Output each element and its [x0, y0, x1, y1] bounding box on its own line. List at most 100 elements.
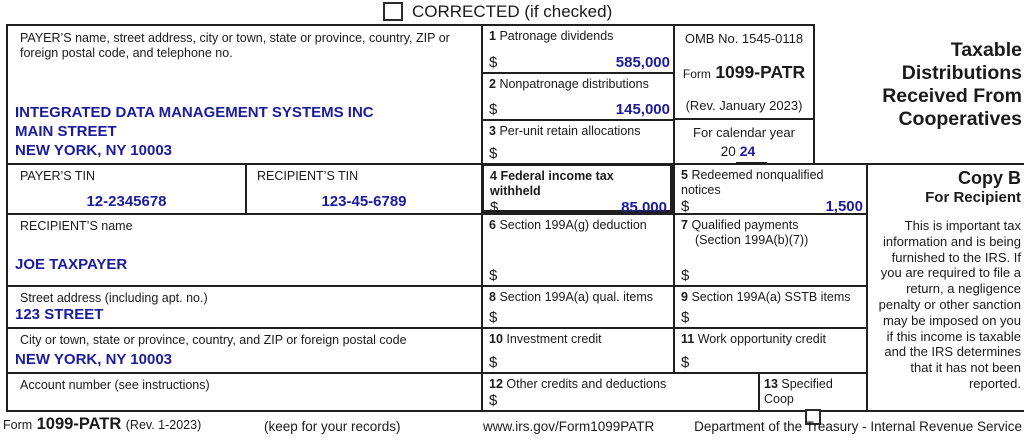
omb-number: OMB No. 1545-0118	[684, 31, 804, 46]
box-8-number: 8	[489, 290, 496, 304]
box-2-nonpatronage-distributions: 2 Nonpatronage distributions $ 145,000	[481, 72, 673, 119]
dollar-sign: $	[489, 392, 498, 409]
box-6-number: 6	[489, 218, 496, 232]
specified-coop-checkbox[interactable]	[805, 409, 821, 425]
box-9-section-199aa-sstb-items: 9 Section 199A(a) SSTB items $	[673, 285, 868, 327]
form-title: Taxable Distributions Received From Coop…	[815, 24, 1022, 163]
recipient-name-cell: RECIPIENT’S name JOE TAXPAYER	[6, 213, 481, 285]
omb-cell: OMB No. 1545-0118 Form 1099-PATR (Rev. J…	[673, 24, 815, 118]
account-number-cell: Account number (see instructions)	[6, 372, 481, 412]
dollar-sign: $	[681, 198, 690, 215]
corrected-label: CORRECTED (if checked)	[412, 2, 613, 21]
copy-b-panel: Copy B For Recipient This is important t…	[868, 163, 1024, 412]
box-4-federal-income-tax-withheld: 4 Federal income tax withheld $ 85,000	[481, 163, 673, 216]
box-12-other-credits-and-deductions: 12 Other credits and deductions $	[481, 372, 758, 412]
payer-tin-value[interactable]: 12-2345678	[86, 193, 167, 210]
box-11-work-opportunity-credit: 11 Work opportunity credit $	[673, 327, 868, 372]
box-12-label: Other credits and deductions	[506, 377, 667, 391]
year-prefix: 20	[720, 144, 736, 159]
box-3-label: Per-unit retain allocations	[499, 124, 641, 138]
dollar-sign: $	[490, 199, 499, 216]
payer-tin-cell: PAYER’S TIN 12-2345678	[6, 163, 245, 213]
footer-revision: (Rev. 1-2023)	[125, 418, 202, 432]
year-value[interactable]: 24	[739, 143, 756, 159]
box-5-value[interactable]: 1,500	[825, 198, 863, 215]
dollar-sign: $	[681, 267, 690, 284]
box-8-label: Section 199A(a) qual. items	[499, 290, 653, 304]
form-title-line: Cooperatives	[898, 108, 1022, 130]
calendar-year-label: For calendar year	[693, 125, 795, 140]
footer-keep-note: (keep for your records)	[264, 419, 401, 434]
box-1-label: Patronage dividends	[499, 29, 614, 43]
box-6-label: Section 199A(g) deduction	[499, 218, 647, 232]
box-1-patronage-dividends: 1 Patronage dividends $ 585,000	[481, 24, 673, 72]
dollar-sign: $	[489, 309, 498, 326]
box-10-investment-credit: 10 Investment credit $	[481, 327, 673, 372]
form-number: 1099-PATR	[715, 61, 806, 82]
footer-form-number: 1099-PATR	[36, 415, 122, 433]
payer-info-label: PAYER’S name, street address, city or to…	[20, 31, 450, 60]
box-9-number: 9	[681, 290, 688, 304]
box-7-number: 7	[681, 218, 688, 232]
box-13-specified-coop: 13 Specified Coop	[758, 372, 868, 425]
box-2-label: Nonpatronage distributions	[499, 77, 649, 91]
corrected-checkbox[interactable]	[383, 2, 403, 21]
recipient-tin-label: RECIPIENT’S TIN	[257, 169, 359, 183]
box-9-label: Section 199A(a) SSTB items	[691, 290, 851, 304]
form-title-line: Taxable	[950, 39, 1022, 61]
form-number-block: Form 1099-PATR	[677, 62, 811, 83]
for-recipient-label: For Recipient	[925, 189, 1021, 206]
box-8-section-199aa-qual-items: 8 Section 199A(a) qual. items $	[481, 285, 673, 327]
form-title-line: Received From	[882, 85, 1022, 107]
footer-irs-url[interactable]: www.irs.gov/Form1099PATR	[483, 419, 655, 434]
recipient-city-cell: City or town, state or province, country…	[6, 327, 481, 372]
payer-tin-label: PAYER’S TIN	[20, 169, 96, 183]
recipient-street-label: Street address (including apt. no.)	[20, 291, 208, 305]
recipient-street-cell: Street address (including apt. no.) 123 …	[6, 285, 481, 327]
box-10-number: 10	[489, 332, 503, 346]
dollar-sign: $	[489, 354, 498, 371]
dollar-sign: $	[681, 354, 690, 371]
box-2-value[interactable]: 145,000	[615, 101, 670, 118]
footer-form-word: Form	[3, 418, 33, 432]
box-7-qualified-payments: 7 Qualified payments (Section 199A(b)(7)…	[673, 213, 868, 285]
box-11-label: Work opportunity credit	[697, 332, 826, 346]
box-2-number: 2	[489, 77, 496, 91]
box-13-number: 13	[764, 377, 778, 391]
recipient-city-value[interactable]: NEW YORK, NY 10003	[15, 351, 173, 368]
box-1-value[interactable]: 585,000	[615, 54, 670, 71]
footer-treasury: Department of the Treasury - Internal Re…	[694, 419, 1022, 434]
copy-b-label: Copy B	[958, 168, 1021, 188]
box-12-number: 12	[489, 377, 503, 391]
box-1-number: 1	[489, 29, 496, 43]
year-underline: 24	[735, 143, 768, 164]
box-10-label: Investment credit	[506, 332, 602, 346]
recipient-name-value[interactable]: JOE TAXPAYER	[15, 256, 128, 273]
recipient-tin-value[interactable]: 123-45-6789	[321, 193, 407, 210]
recipient-street-value[interactable]: 123 STREET	[15, 306, 104, 323]
box-7-label2: (Section 199A(b)(7))	[695, 233, 809, 247]
form-word: Form	[682, 66, 711, 81]
box-3-per-unit-retain-allocations: 3 Per-unit retain allocations $	[481, 119, 673, 163]
box-4-value[interactable]: 85,000	[621, 199, 667, 216]
box-5-label: Redeemed nonqualified notices	[681, 168, 824, 197]
recipient-name-label: RECIPIENT’S name	[20, 219, 133, 233]
box-5-number: 5	[681, 168, 688, 182]
payer-info-cell: PAYER’S name, street address, city or to…	[6, 24, 481, 163]
recipient-city-label: City or town, state or province, country…	[20, 333, 407, 347]
box-5-redeemed-nonqualified-notices: 5 Redeemed nonqualified notices $ 1,500	[673, 163, 868, 215]
box-6-section-199ag-deduction: 6 Section 199A(g) deduction $	[481, 213, 673, 285]
payer-city: NEW YORK, NY 10003	[15, 142, 173, 159]
box-13-label: Specified Coop	[764, 377, 833, 406]
dollar-sign: $	[489, 267, 498, 284]
recipient-instructions: This is important tax information and is…	[878, 218, 1021, 391]
box-11-number: 11	[681, 332, 695, 346]
dollar-sign: $	[489, 101, 498, 118]
form-revision: (Rev. January 2023)	[685, 98, 803, 113]
footer-form-id: Form 1099-PATR (Rev. 1-2023)	[3, 415, 201, 434]
dollar-sign: $	[489, 145, 498, 162]
account-number-label: Account number (see instructions)	[20, 378, 210, 392]
payer-info-value[interactable]: INTEGRATED DATA MANAGEMENT SYSTEMS INC M…	[15, 103, 374, 160]
box-3-number: 3	[489, 124, 496, 138]
